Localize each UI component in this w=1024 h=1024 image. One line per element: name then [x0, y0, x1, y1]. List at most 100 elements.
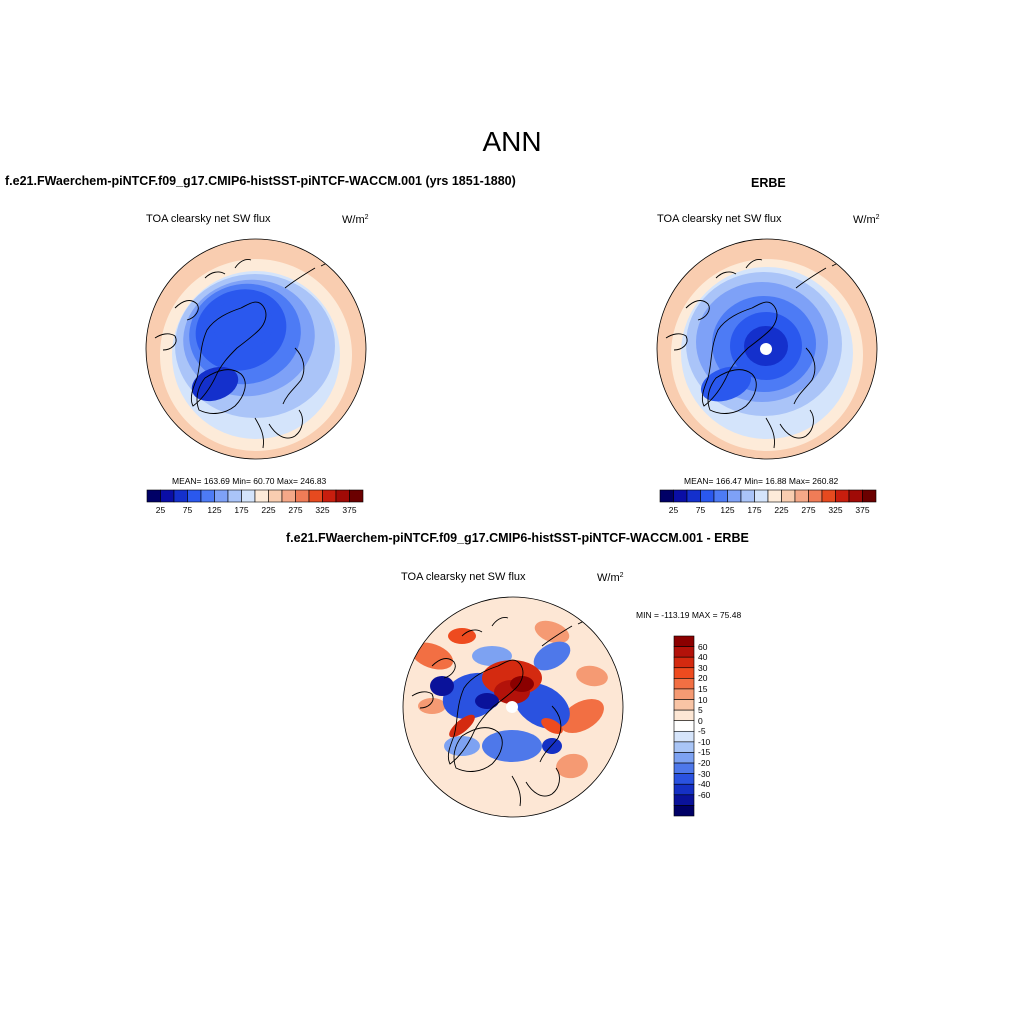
colorbar-box — [673, 773, 695, 785]
colorbar-tick-label: 0 — [698, 715, 703, 726]
colorbar-box — [686, 489, 701, 503]
colorbar-box — [808, 489, 823, 503]
colorbar-box — [740, 489, 755, 503]
contour-region — [534, 620, 570, 644]
colorbar-box — [862, 489, 877, 503]
colorbar-box — [295, 489, 310, 503]
colorbar-box — [673, 752, 695, 764]
coastline — [282, 347, 305, 405]
coastline — [461, 617, 509, 637]
colorbar-box — [187, 489, 202, 503]
coastline — [431, 658, 456, 679]
colorbar-box — [254, 489, 269, 503]
colorbar-tick-label: -30 — [698, 768, 711, 779]
panel-3-units: W/m2 — [597, 572, 624, 584]
colorbar-box — [767, 489, 782, 503]
colorbar-box — [673, 720, 695, 732]
colorbar-box — [146, 489, 161, 503]
contour-region — [700, 366, 752, 402]
colorbar-tick-label: -5 — [698, 726, 706, 737]
colorbar-box — [308, 489, 323, 503]
colorbar-box — [281, 489, 296, 503]
colorbar-box — [781, 489, 796, 503]
panel-1-stats: MEAN= 163.69 Min= 60.70 Max= 246.83 — [172, 476, 327, 486]
colorbar-box — [268, 489, 283, 503]
pole-hole — [506, 701, 518, 713]
contour-region — [475, 693, 499, 709]
colorbar-tick-label: 75 — [182, 505, 193, 515]
coastline — [707, 369, 757, 414]
polar-map-model — [145, 238, 367, 460]
colorbar-box — [322, 489, 337, 503]
colorbar-box — [673, 709, 695, 722]
colorbar-tick-label: 5 — [698, 705, 703, 716]
colorbar-box — [727, 489, 742, 503]
panel-1-title: f.e21.FWaerchem-piNTCF.f09_g17.CMIP6-his… — [5, 174, 516, 188]
colorbar-box — [673, 489, 688, 503]
colorbar-box — [160, 489, 175, 503]
colorbar-box — [673, 635, 695, 647]
panel-1-units: W/m2 — [342, 214, 369, 226]
colorbar-tick-label: 375 — [855, 505, 870, 515]
contour-region — [542, 738, 562, 754]
contour-region — [482, 730, 542, 762]
colorbar-box — [335, 489, 350, 503]
colorbar-tick-label: -40 — [698, 779, 711, 790]
colorbar-box — [835, 489, 850, 503]
colorbar-model-labels: 25 75 125 175 225 275 325 375 — [147, 505, 363, 517]
coastline — [701, 301, 778, 407]
colorbar-box — [349, 489, 364, 503]
colorbar-box — [673, 646, 695, 658]
contour-region — [472, 646, 512, 666]
colorbar-box — [241, 489, 256, 503]
colorbar-tick-label: 25 — [155, 505, 166, 515]
coastline — [411, 691, 434, 709]
coastline — [154, 333, 177, 351]
colorbar-tick-label: 125 — [207, 505, 222, 515]
colorbar-tick-label: 125 — [720, 505, 735, 515]
colorbar-box — [227, 489, 242, 503]
pole-hole — [760, 343, 772, 355]
panel-3-variable: TOA clearsky net SW flux — [401, 571, 526, 583]
colorbar-box — [673, 794, 695, 806]
colorbar-box — [673, 688, 695, 700]
contour-region — [533, 641, 571, 671]
colorbar-box — [673, 678, 695, 690]
coastline — [196, 369, 246, 414]
contour-region — [410, 642, 454, 670]
contour-region — [213, 298, 273, 350]
panel-2-stats: MEAN= 166.47 Min= 16.88 Max= 260.82 — [684, 476, 839, 486]
colorbar-tick-label: 20 — [698, 673, 708, 684]
contour-region — [541, 718, 563, 734]
colorbar-tick-label: 15 — [698, 683, 708, 694]
colorbar-difference — [673, 635, 695, 817]
contour-region — [191, 366, 239, 402]
panel-2-units: W/m2 — [853, 214, 880, 226]
colorbar-box — [673, 805, 695, 817]
colorbar-box — [673, 699, 695, 711]
colorbar-box — [794, 489, 809, 503]
colorbar-tick-label: 225 — [774, 505, 789, 515]
colorbar-box — [700, 489, 715, 503]
coastline — [447, 659, 524, 765]
contour-region — [556, 753, 588, 779]
coastline — [665, 333, 688, 351]
colorbar-tick-label: 40 — [698, 652, 708, 663]
colorbar-box — [673, 667, 695, 679]
panel-2-variable: TOA clearsky net SW flux — [657, 213, 782, 225]
colorbar-tick-label: 275 — [288, 505, 303, 515]
coastline — [715, 259, 763, 279]
colorbar-box — [673, 656, 695, 669]
colorbar-box — [659, 489, 674, 503]
colorbar-tick-label: -15 — [698, 747, 711, 758]
map-border — [656, 238, 878, 460]
colorbar-box — [848, 489, 863, 503]
colorbar-tick-label: 10 — [698, 694, 708, 705]
colorbar-tick-label: -60 — [698, 789, 711, 800]
colorbar-tick-label: -10 — [698, 736, 711, 747]
colorbar-tick-label: 175 — [747, 505, 762, 515]
colorbar-box — [673, 730, 695, 743]
colorbar-box — [200, 489, 215, 503]
polar-map-difference — [402, 596, 624, 818]
colorbar-box — [673, 741, 695, 753]
